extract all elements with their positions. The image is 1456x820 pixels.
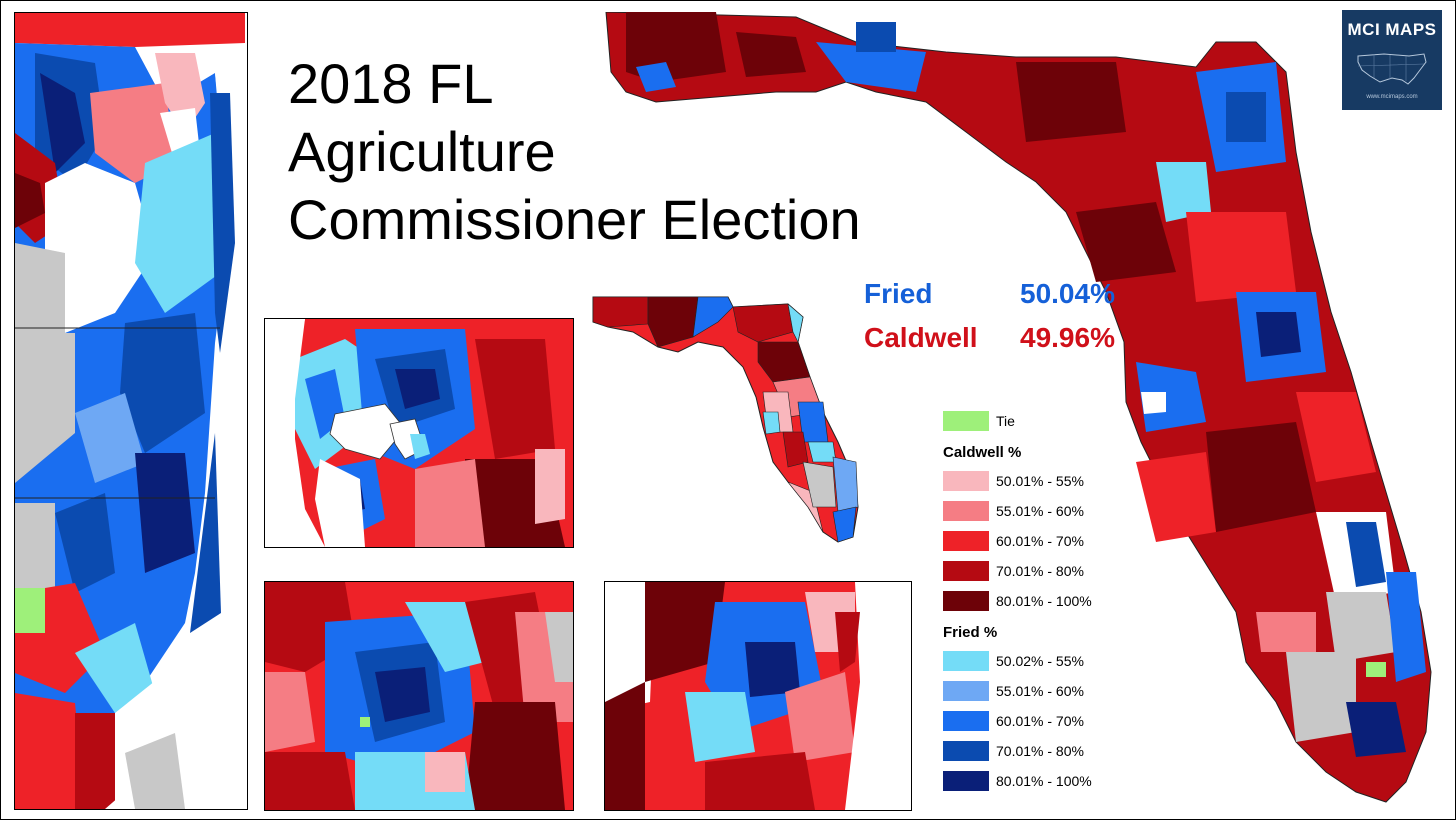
- legend-swatch-caldwell: [943, 591, 989, 611]
- legend-label-fried: 55.01% - 60%: [996, 683, 1084, 699]
- legend-label-fried: 50.02% - 55%: [996, 653, 1084, 669]
- legend-swatch-caldwell: [943, 501, 989, 521]
- fried-result: Fried 50.04%: [864, 278, 1144, 310]
- mci-maps-logo: MCI MAPS www.mcimaps.com: [1342, 10, 1442, 110]
- title-line-2: Agriculture: [288, 120, 556, 183]
- legend-swatch-fried: [943, 681, 989, 701]
- title-line-3: Commissioner Election: [288, 188, 861, 251]
- legend-swatch-caldwell: [943, 531, 989, 551]
- legend-item-caldwell: 80.01% - 100%: [940, 589, 1110, 611]
- logo-brand-text: MCI MAPS: [1347, 20, 1437, 39]
- legend-swatch-tie: [943, 411, 989, 431]
- legend-swatch-fried: [943, 711, 989, 731]
- legend-label-tie: Tie: [996, 413, 1015, 429]
- legend-item-fried: 80.01% - 100%: [940, 769, 1110, 791]
- jacksonville-inset-map: [604, 581, 912, 811]
- legend-label-caldwell: 80.01% - 100%: [996, 593, 1092, 609]
- legend-heading-caldwell: Caldwell %: [943, 444, 1022, 461]
- fried-name: Fried: [864, 278, 933, 309]
- legend-item-fried: 55.01% - 60%: [940, 679, 1110, 701]
- legend-item-caldwell: 60.01% - 70%: [940, 529, 1110, 551]
- legend-swatch-caldwell: [943, 471, 989, 491]
- caldwell-name: Caldwell: [864, 322, 978, 353]
- legend-item-fried: 60.01% - 70%: [940, 709, 1110, 731]
- legend-label-fried: 80.01% - 100%: [996, 773, 1092, 789]
- legend-swatch-fried: [943, 771, 989, 791]
- legend-label-caldwell: 70.01% - 80%: [996, 563, 1084, 579]
- map-title: 2018 FL Agriculture Commissioner Electio…: [288, 50, 928, 254]
- legend-label-fried: 60.01% - 70%: [996, 713, 1084, 729]
- legend-item-caldwell: 55.01% - 60%: [940, 499, 1110, 521]
- caldwell-percent: 49.96%: [1020, 322, 1115, 353]
- title-line-1: 2018 FL: [288, 52, 494, 115]
- map-legend: Tie Caldwell % 50.01% - 55% 55.01% - 60% 6…: [940, 405, 1110, 805]
- legend-swatch-fried: [943, 651, 989, 671]
- usa-outline-icon: [1357, 53, 1427, 85]
- orlando-inset-map: [264, 581, 574, 811]
- legend-label-fried: 70.01% - 80%: [996, 743, 1084, 759]
- legend-item-caldwell: 50.01% - 55%: [940, 469, 1110, 491]
- southeast-florida-inset-map: [14, 12, 248, 810]
- legend-item-caldwell: 70.01% - 80%: [940, 559, 1110, 581]
- legend-swatch-fried: [943, 741, 989, 761]
- legend-label-caldwell: 55.01% - 60%: [996, 503, 1084, 519]
- legend-label-caldwell: 60.01% - 70%: [996, 533, 1084, 549]
- legend-item-fried: 50.02% - 55%: [940, 649, 1110, 671]
- tampa-bay-inset-map: [264, 318, 574, 548]
- legend-heading-fried: Fried %: [943, 624, 998, 641]
- logo-url: www.mcimaps.com: [1366, 94, 1418, 100]
- legend-label-caldwell: 50.01% - 55%: [996, 473, 1084, 489]
- legend-item-fried: 70.01% - 80%: [940, 739, 1110, 761]
- caldwell-result: Caldwell 49.96%: [864, 322, 1144, 354]
- legend-swatch-caldwell: [943, 561, 989, 581]
- legend-item-tie: Tie: [940, 409, 1110, 431]
- county-level-map: [588, 292, 870, 547]
- fried-percent: 50.04%: [1020, 278, 1115, 309]
